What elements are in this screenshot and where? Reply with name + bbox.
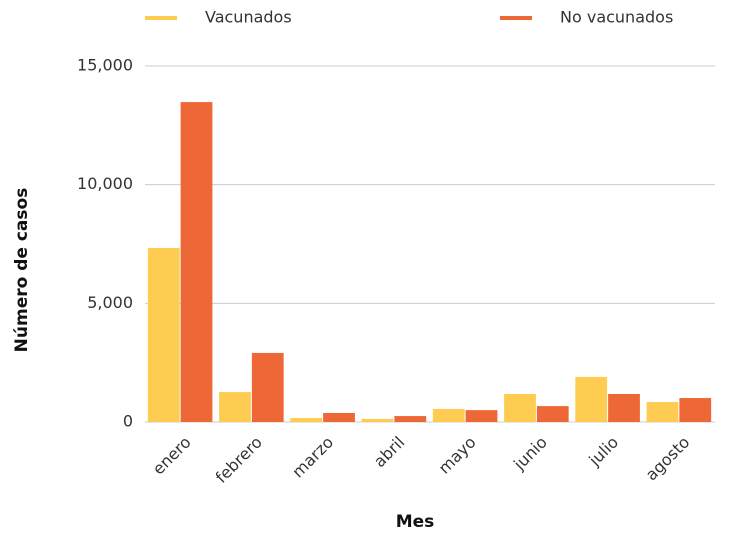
y-tick-label: 15,000 [77,56,133,75]
y-tick-label: 0 [123,412,133,431]
bar [361,418,394,422]
bar [608,393,640,422]
bar [251,352,284,422]
bar [219,392,251,422]
legend-label: No vacunados [560,8,673,27]
bar [323,412,355,422]
bar [290,417,323,422]
legend-label: Vacunados [205,8,292,27]
x-tick-label: junio [509,433,551,475]
x-axis-title: Mes [396,512,435,532]
bar [646,402,679,422]
x-tick-label: marzo [288,433,337,482]
x-tick-label: abril [370,433,408,471]
x-tick-label: julio [584,433,622,471]
y-tick-label: 10,000 [77,174,133,193]
x-tick-label: febrero [212,433,266,487]
bar [147,248,180,422]
bar [394,416,427,422]
x-tick-label: mayo [435,433,480,478]
bar [679,398,712,422]
bar [180,102,213,422]
bar [536,406,569,422]
bar [575,376,608,422]
y-axis-title: Número de casos [12,188,32,353]
y-tick-label: 5,000 [87,293,133,312]
bar [465,410,498,422]
x-tick-label: enero [149,433,195,479]
x-tick-label: agosto [642,433,694,485]
bar [504,393,536,422]
bar [432,408,465,422]
